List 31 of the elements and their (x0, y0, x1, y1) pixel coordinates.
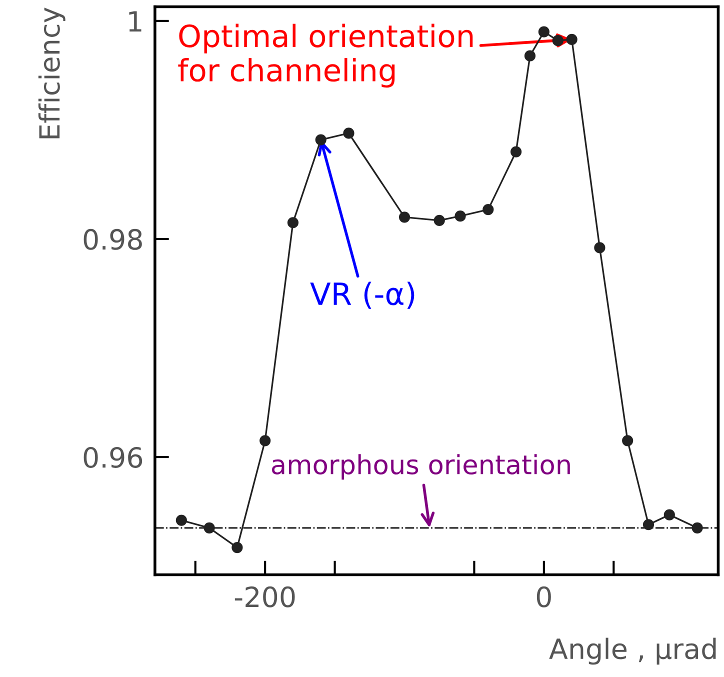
y-tick-label: 0.96 (84, 446, 142, 468)
point (552, 35, 564, 46)
x-tick-label: 0 (536, 586, 551, 608)
point (622, 435, 634, 446)
point (434, 214, 445, 226)
point (692, 522, 703, 534)
point (260, 435, 271, 446)
point (642, 519, 654, 530)
point (176, 514, 187, 526)
point (287, 217, 299, 228)
point (538, 26, 550, 38)
annotation: VR (-α) (310, 282, 414, 309)
point (343, 128, 354, 139)
point (510, 146, 522, 158)
y-axis-title: Efficiency (38, 8, 66, 138)
point (454, 210, 466, 222)
annotation: Optimal orientation for channeling (178, 24, 473, 88)
point (482, 204, 494, 216)
point (664, 509, 675, 520)
x-axis-title: Angle , μrad (549, 638, 716, 665)
point (566, 34, 578, 46)
y-tick-label: 1 (129, 11, 142, 32)
annotation: amorphous orientation (272, 454, 570, 480)
point (204, 522, 215, 534)
point (524, 50, 536, 62)
point (594, 242, 606, 254)
y-tick-label: 0.98 (84, 228, 142, 250)
point (398, 212, 410, 223)
x-tick-label: -200 (234, 586, 295, 608)
point (315, 134, 326, 146)
point (232, 542, 243, 554)
